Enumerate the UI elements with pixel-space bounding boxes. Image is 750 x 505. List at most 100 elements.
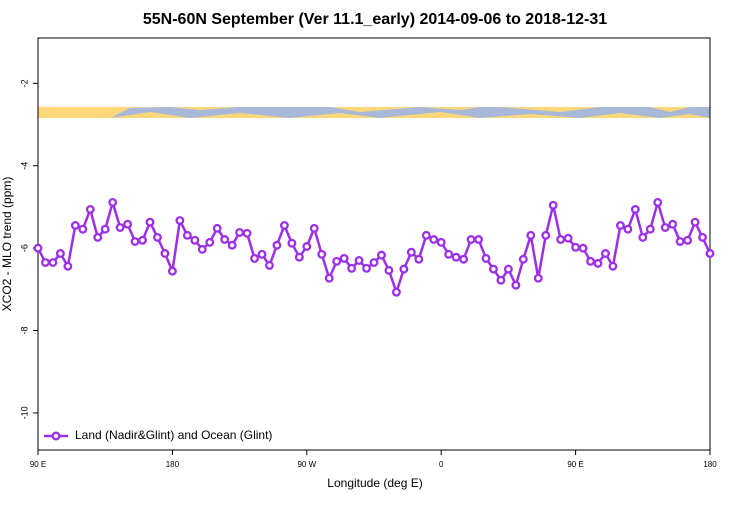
data-point — [205, 237, 215, 247]
data-point — [406, 247, 416, 257]
data-point — [690, 217, 700, 227]
data-point — [339, 253, 349, 263]
data-point — [317, 249, 327, 259]
data-point — [197, 244, 207, 254]
data-point — [630, 204, 640, 214]
data-point — [518, 254, 528, 264]
data-point — [377, 250, 386, 260]
data-point — [115, 223, 125, 232]
x-tick-label: 90 E — [30, 460, 46, 469]
data-point — [414, 254, 424, 264]
data-point — [63, 261, 73, 271]
data-point — [615, 221, 625, 230]
data-point — [354, 256, 364, 265]
data-point — [421, 230, 431, 240]
y-tick-label: -4 — [19, 162, 29, 170]
data-point — [668, 219, 678, 229]
data-point — [586, 256, 595, 266]
data-point — [489, 264, 498, 274]
data-point — [481, 253, 491, 263]
y-tick-label: -10 — [19, 406, 29, 419]
data-point — [272, 240, 282, 250]
data-point — [130, 237, 140, 246]
x-tick-label: 90 W — [297, 460, 316, 469]
data-point — [70, 221, 80, 230]
x-axis-label: Longitude (deg E) — [327, 476, 422, 490]
plot-frame — [37, 37, 711, 451]
data-point — [347, 263, 357, 273]
x-tick-label: 180 — [703, 460, 717, 469]
chart-title: 55N-60N September (Ver 11.1_early) 2014-… — [143, 11, 607, 28]
data-point — [182, 230, 192, 240]
data-point — [302, 242, 312, 251]
data-point — [436, 237, 446, 247]
data-point — [78, 224, 88, 234]
data-point — [190, 235, 200, 245]
y-tick-label: -8 — [19, 327, 29, 335]
data-point — [235, 228, 245, 237]
data-point — [48, 258, 58, 267]
series-line — [36, 197, 712, 297]
data-point — [160, 249, 170, 258]
data-point — [85, 204, 95, 214]
x-tick-label: 180 — [166, 460, 180, 469]
data-point — [638, 232, 648, 242]
legend-label: Land (Nadir&Glint) and Ocean (Glint) — [75, 428, 272, 442]
data-point — [698, 232, 707, 242]
data-point — [220, 235, 230, 244]
data-point — [167, 266, 177, 276]
data-point — [503, 264, 513, 274]
data-point — [108, 197, 118, 207]
data-point — [578, 243, 588, 253]
data-point — [571, 242, 581, 252]
data-point — [138, 235, 147, 245]
data-point — [324, 273, 334, 283]
data-point — [451, 252, 461, 262]
data-point — [100, 224, 110, 234]
data-point — [242, 228, 252, 238]
data-point — [593, 258, 603, 268]
data-point — [511, 280, 521, 290]
data-point — [466, 235, 476, 244]
data-point — [474, 235, 483, 244]
data-point — [41, 258, 50, 267]
data-point — [309, 223, 319, 233]
data-point — [175, 216, 185, 225]
data-point — [653, 197, 663, 207]
data-point — [123, 219, 133, 229]
y-tick-label: -6 — [19, 244, 29, 252]
data-point — [444, 249, 454, 259]
data-point — [279, 221, 289, 230]
data-point — [660, 223, 670, 232]
data-point — [332, 256, 342, 266]
data-point — [384, 265, 394, 275]
data-point — [287, 238, 297, 248]
data-point — [153, 232, 162, 242]
data-point — [533, 273, 543, 283]
data-point — [391, 287, 401, 297]
data-point — [601, 249, 610, 258]
data-point — [257, 249, 267, 259]
data-point — [608, 261, 618, 271]
data-point — [55, 249, 65, 258]
data-point — [362, 263, 371, 273]
data-point — [459, 254, 469, 264]
x-tick-label: 0 — [439, 460, 444, 469]
data-point — [294, 252, 304, 262]
data-point — [563, 233, 573, 243]
x-tick-label: 90 E — [567, 460, 583, 469]
data-point — [623, 224, 633, 234]
data-point — [675, 237, 685, 246]
data-point — [526, 230, 536, 240]
data-point — [429, 235, 439, 244]
data-point — [93, 232, 103, 242]
data-point — [556, 235, 566, 244]
data-point — [212, 223, 222, 233]
data-point — [145, 217, 155, 227]
data-point — [705, 249, 715, 258]
data-point — [496, 275, 506, 285]
y-axis-label: XCO2 - MLO trend (ppm) — [0, 177, 14, 312]
data-point — [399, 264, 409, 274]
data-point — [369, 258, 379, 267]
